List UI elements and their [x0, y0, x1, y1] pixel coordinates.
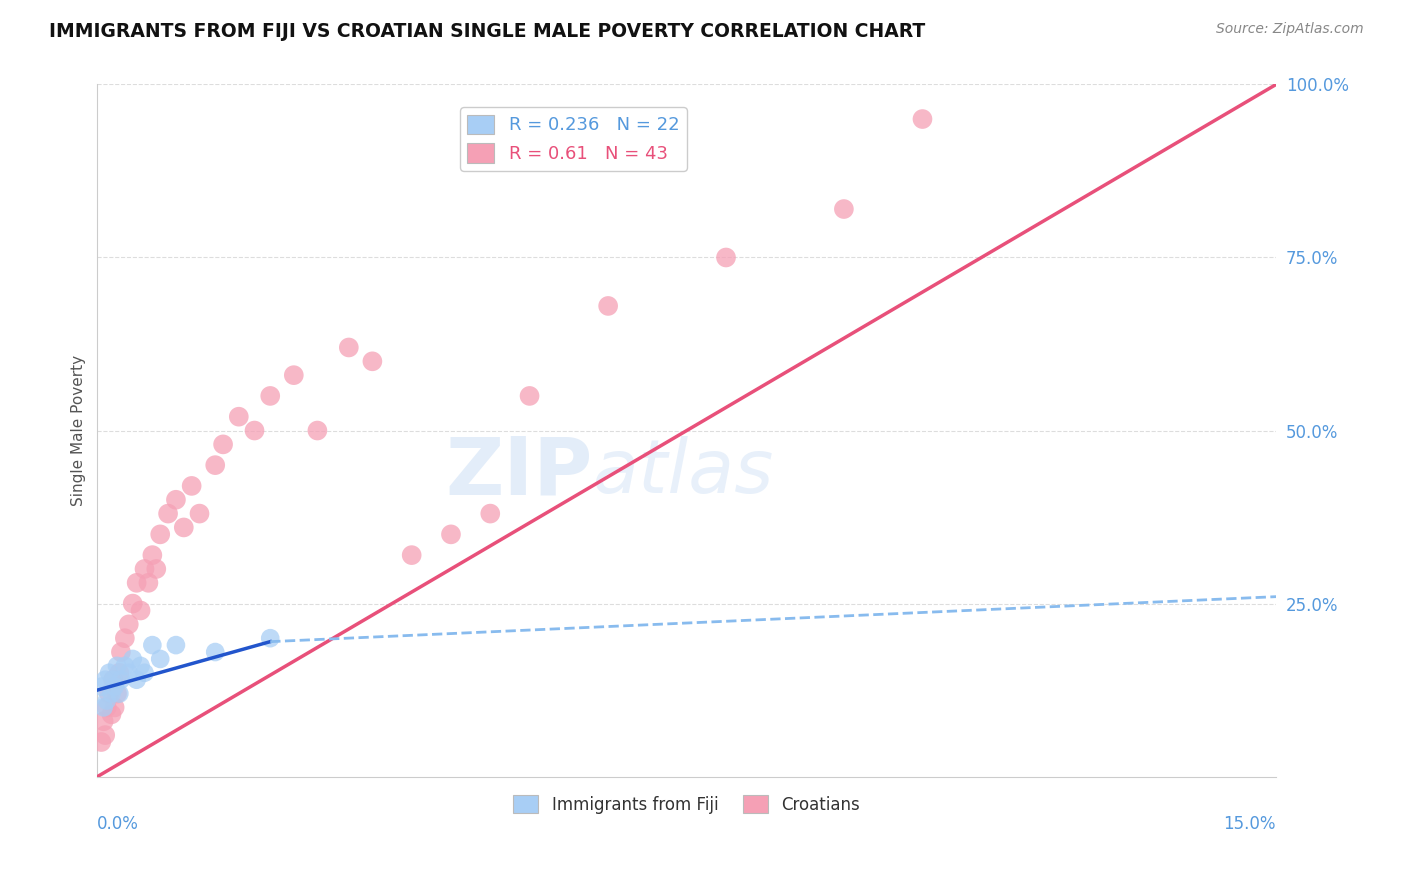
Point [714, 251, 737, 265]
Point [96, 700, 118, 714]
Text: IMMIGRANTS FROM FIJI VS CROATIAN SINGLE MALE POVERTY CORRELATION CHART: IMMIGRANTS FROM FIJI VS CROATIAN SINGLE … [49, 22, 925, 41]
Point [96, 693, 118, 707]
Point [361, 354, 384, 368]
Point [259, 631, 281, 645]
Point [94, 673, 117, 687]
Point [108, 687, 131, 701]
Point [138, 575, 160, 590]
Point [141, 548, 163, 562]
Point [165, 638, 187, 652]
Point [134, 665, 156, 680]
Point [90, 680, 112, 694]
Point [98, 665, 121, 680]
Point [129, 603, 152, 617]
Point [145, 562, 167, 576]
Point [125, 673, 148, 687]
Point [98, 687, 121, 701]
Text: atlas: atlas [592, 436, 773, 508]
Point [104, 680, 127, 694]
Text: 15.0%: 15.0% [1223, 814, 1277, 833]
Point [134, 562, 156, 576]
Text: 0.0%: 0.0% [97, 814, 139, 833]
Point [100, 707, 122, 722]
Point [307, 424, 329, 438]
Point [121, 652, 143, 666]
Point [114, 631, 136, 645]
Point [149, 527, 172, 541]
Point [228, 409, 250, 424]
Point [157, 507, 180, 521]
Point [110, 673, 132, 687]
Point [440, 527, 463, 541]
Point [598, 299, 620, 313]
Point [832, 202, 855, 216]
Point [129, 658, 152, 673]
Point [108, 665, 131, 680]
Point [283, 368, 305, 383]
Point [204, 645, 226, 659]
Point [141, 638, 163, 652]
Point [94, 728, 117, 742]
Point [105, 658, 128, 673]
Legend: Immigrants from Fiji, Croatians: Immigrants from Fiji, Croatians [506, 789, 868, 821]
Point [118, 665, 141, 680]
Point [212, 437, 235, 451]
Point [243, 424, 266, 438]
Point [180, 479, 202, 493]
Point [118, 617, 141, 632]
Y-axis label: Single Male Poverty: Single Male Poverty [72, 355, 86, 506]
Text: Source: ZipAtlas.com: Source: ZipAtlas.com [1216, 22, 1364, 37]
Point [93, 714, 115, 729]
Point [114, 658, 136, 673]
Text: ZIP: ZIP [446, 433, 592, 511]
Point [100, 687, 122, 701]
Point [259, 389, 281, 403]
Point [90, 735, 112, 749]
Point [93, 700, 115, 714]
Point [911, 112, 934, 126]
Point [519, 389, 541, 403]
Point [121, 597, 143, 611]
Point [401, 548, 423, 562]
Point [149, 652, 172, 666]
Point [101, 673, 124, 687]
Point [337, 341, 360, 355]
Point [105, 687, 128, 701]
Point [188, 507, 211, 521]
Point [125, 575, 148, 590]
Point [204, 458, 226, 472]
Point [173, 520, 195, 534]
Point [101, 673, 124, 687]
Point [479, 507, 502, 521]
Point [165, 492, 187, 507]
Point [110, 645, 132, 659]
Point [104, 700, 127, 714]
